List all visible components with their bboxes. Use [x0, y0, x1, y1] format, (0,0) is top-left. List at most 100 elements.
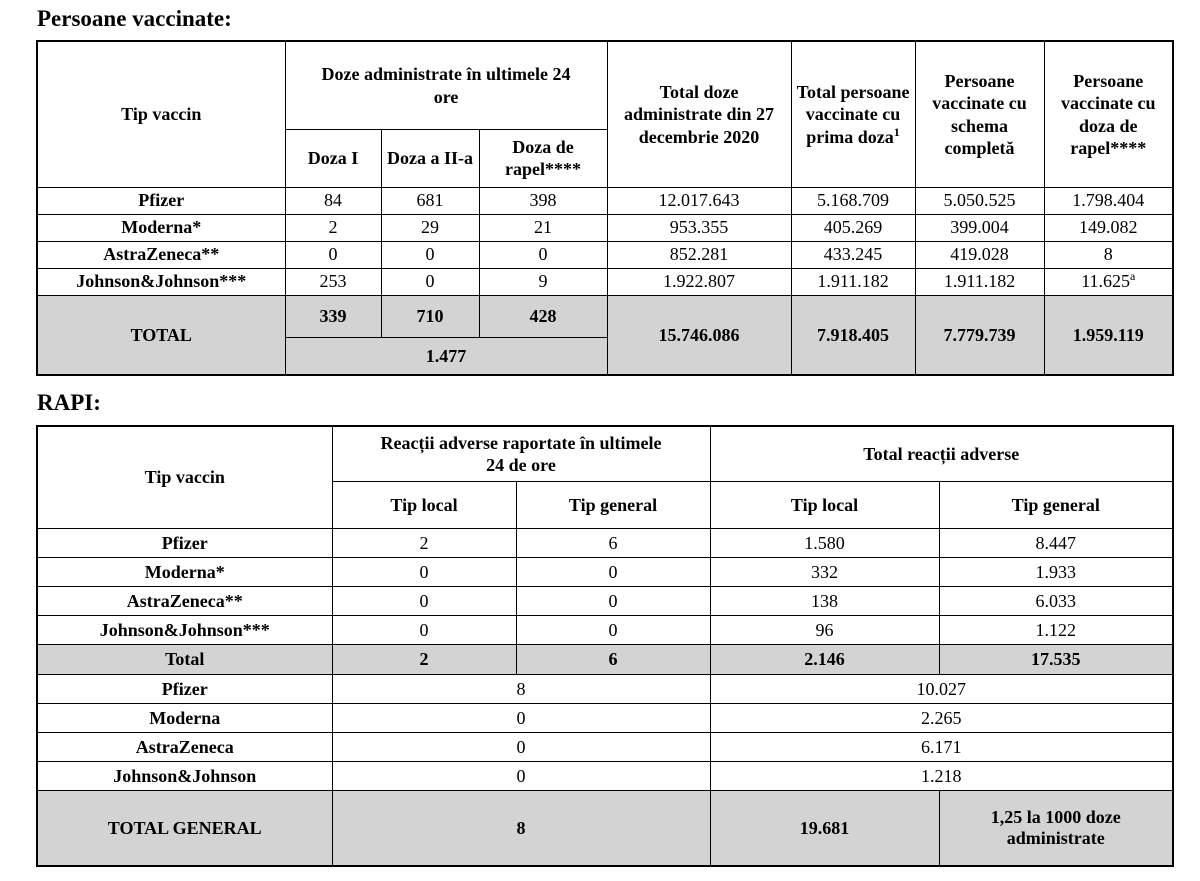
rapi-cumulative-row-moderna: Moderna 0 2.265	[36, 703, 1174, 734]
value-cell: 5.050.525	[914, 186, 1045, 215]
vaccinated-header-row-1: Tip vaccin Doze administrate în ultimele…	[36, 40, 1174, 188]
header-tip-general-24h: Tip general	[515, 481, 711, 530]
vaccine-name: Pfizer	[36, 186, 286, 215]
value-cell: 11.625a	[1043, 267, 1174, 296]
value-cell: 1.580	[709, 528, 940, 559]
value-cell: 8.447	[938, 528, 1174, 559]
rapi-row-moderna: Moderna* 0 0 332 1.933	[36, 557, 1174, 588]
rapi-row-astrazeneca: AstraZeneca** 0 0 138 6.033	[36, 586, 1174, 617]
value-cell: 405.269	[790, 213, 916, 242]
value-cell: 84	[284, 186, 382, 215]
rapi-table: Tip vaccin Reacții adverse raportate în …	[36, 424, 1175, 867]
vaccine-name: Johnson&Johnson***	[36, 267, 286, 296]
header-tip-vaccin: Tip vaccin	[36, 425, 333, 530]
total-24h-sum-cell: 1.477	[284, 336, 608, 376]
total-value-cell: 339	[284, 294, 382, 338]
value-cell: 433.245	[790, 240, 916, 269]
value-cell: 1.218	[709, 761, 1174, 792]
value-cell: 1.922.807	[606, 267, 792, 296]
total-value-cell: 2.146	[709, 644, 940, 676]
total-label: TOTAL	[36, 294, 286, 376]
vaccine-name: Pfizer	[36, 674, 333, 705]
vaccinated-row-johnson: Johnson&Johnson*** 253 0 9 1.922.807 1.9…	[36, 267, 1174, 296]
value-cell: 138	[709, 586, 940, 617]
value-cell: 2	[331, 528, 517, 559]
total-value-cell: 710	[380, 294, 480, 338]
vaccine-name: AstraZeneca**	[36, 586, 333, 617]
value-cell: 253	[284, 267, 382, 296]
value-cell: 6.033	[938, 586, 1174, 617]
header-doza-1: Doza I	[284, 128, 382, 188]
value-cell: 681	[380, 186, 480, 215]
header-doza-2: Doza a II-a	[380, 128, 480, 188]
value-cell: 0	[478, 240, 608, 269]
total-value-cell: 7.918.405	[790, 294, 916, 376]
vaccinated-table: Tip vaccin Doze administrate în ultimele…	[36, 40, 1175, 377]
value-cell: 0	[331, 615, 517, 646]
value-cell: 6.171	[709, 732, 1174, 763]
header-doze-24h-text: Doze administrate în ultimele 24 ore	[321, 64, 571, 107]
value-cell: 149.082	[1043, 213, 1174, 242]
value-cell: 1.798.404	[1043, 186, 1174, 215]
vaccinated-row-astrazeneca: AstraZeneca** 0 0 0 852.281 433.245 419.…	[36, 240, 1174, 269]
value-cell: 398	[478, 186, 608, 215]
value-cell: 2	[284, 213, 382, 242]
total-value-cell: 15.746.086	[606, 294, 792, 376]
value-text: 8	[1103, 244, 1113, 265]
total-value-cell: 17.535	[938, 644, 1174, 676]
value-cell: 0	[331, 703, 711, 734]
total-general-24h-cell: 8	[331, 790, 711, 867]
value-text: 11.625	[1081, 271, 1131, 292]
value-text: 149.082	[1079, 217, 1138, 238]
header-total-prima-doza-text: Total persoane vaccinate cu prima doza	[796, 81, 910, 147]
vaccinated-section-title: Persoane vaccinate:	[37, 6, 232, 31]
vaccinated-header-row-2: Doza I Doza a II-a Doza de rapel****	[37, 128, 1173, 188]
value-cell: 0	[515, 557, 711, 588]
value-cell: 21	[478, 213, 608, 242]
header-schema-completa: Persoane vaccinate cu schema completă	[914, 40, 1045, 188]
rapi-total-row: Total 2 6 2.146 17.535	[36, 644, 1174, 676]
value-cell: 29	[380, 213, 480, 242]
header-tip-vaccin: Tip vaccin	[36, 40, 286, 188]
vaccine-name: Moderna	[36, 703, 333, 734]
value-cell: 0	[380, 267, 480, 296]
total-label: Total	[36, 644, 333, 676]
value-cell: 953.355	[606, 213, 792, 242]
value-cell: 2.265	[709, 703, 1174, 734]
value-cell: 10.027	[709, 674, 1174, 705]
total-value-cell: 2	[331, 644, 517, 676]
total-value-cell: 6	[515, 644, 711, 676]
value-cell: 852.281	[606, 240, 792, 269]
total-value-cell: 428	[478, 294, 608, 338]
value-cell: 0	[380, 240, 480, 269]
header-tip-general-total: Tip general	[938, 481, 1174, 530]
value-cell: 8	[1043, 240, 1174, 269]
value-cell: 12.017.643	[606, 186, 792, 215]
header-tip-local-24h: Tip local	[331, 481, 517, 530]
value-cell: 0	[515, 615, 711, 646]
value-cell: 0	[515, 586, 711, 617]
rapi-cumulative-row-astrazeneca: AstraZeneca 0 6.171	[36, 732, 1174, 763]
value-cell: 0	[284, 240, 382, 269]
footnote-ref-a: a	[1130, 269, 1136, 284]
total-general-rate-cell: 1,25 la 1000 doze administrate	[938, 790, 1174, 867]
value-cell: 0	[331, 732, 711, 763]
total-value-cell: 7.779.739	[914, 294, 1045, 376]
vaccine-name: Moderna*	[36, 557, 333, 588]
value-cell: 96	[709, 615, 940, 646]
vaccine-name: AstraZeneca**	[36, 240, 286, 269]
total-value-cell: 1.959.119	[1043, 294, 1174, 376]
value-cell: 332	[709, 557, 940, 588]
vaccinated-total-sum-row: 1.477	[37, 336, 1173, 376]
vaccine-name: Pfizer	[36, 528, 333, 559]
value-text: 1.798.404	[1072, 190, 1145, 211]
header-total-prima-doza: Total persoane vaccinate cu prima doza1	[790, 40, 916, 188]
value-cell: 0	[331, 586, 517, 617]
rapi-row-pfizer: Pfizer 2 6 1.580 8.447	[36, 528, 1174, 559]
value-cell: 399.004	[914, 213, 1045, 242]
rapi-section-title: RAPI:	[37, 390, 101, 416]
value-cell: 0	[331, 761, 711, 792]
header-total-reactii: Total reacții adverse	[709, 425, 1174, 483]
value-cell: 8	[331, 674, 711, 705]
